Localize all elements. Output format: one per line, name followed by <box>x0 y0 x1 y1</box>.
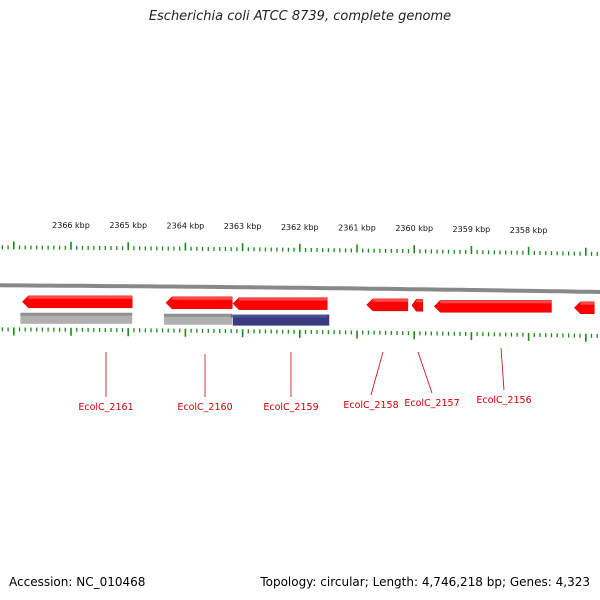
genome-stats: Topology: circular; Length: 4,746,218 bp… <box>260 575 590 589</box>
gene-highlight <box>416 299 423 303</box>
blue-feature-bar <box>232 314 330 326</box>
gene-highlight <box>28 295 133 299</box>
tick-label: 2366 kbp <box>52 221 90 230</box>
gene-labels: EcolC_2161 EcolC_2160 EcolC_2159 EcolC_2158… <box>78 347 532 413</box>
genes-value: 4,323 <box>555 575 590 589</box>
feature-edge <box>20 312 133 316</box>
grey-feature-bar <box>20 312 133 324</box>
accession-info: Accession: NC_010468 <box>9 575 145 589</box>
scale-tick-labels: 2366 kbp 2365 kbp 2364 kbp 2363 kbp 2362 kbp… <box>52 221 547 235</box>
gene-label: EcolC_2158 <box>343 400 398 411</box>
outer-scale-ticks <box>1 241 598 256</box>
gene-label-leader <box>500 347 505 391</box>
accession-label: Accession: <box>9 575 73 589</box>
gene-highlight <box>440 300 552 304</box>
feature-edge <box>230 314 328 318</box>
inner-scale-ticks <box>1 327 598 342</box>
tick-label: 2363 kbp <box>224 222 262 231</box>
gene-label: EcolC_2156 <box>476 395 531 406</box>
tick-label: 2360 kbp <box>395 224 433 233</box>
length-label: Length: <box>372 575 419 589</box>
grey-feature-bar <box>163 313 233 325</box>
gene-highlight <box>372 298 408 302</box>
gene-label-leader <box>370 351 384 396</box>
gene-track <box>22 295 595 314</box>
genome-backbone <box>0 283 600 294</box>
gene-highlight <box>171 296 233 300</box>
tick-label: 2364 kbp <box>167 222 205 231</box>
tick-label: 2365 kbp <box>109 221 147 230</box>
tick-label: 2359 kbp <box>453 225 491 234</box>
gene-label: EcolC_2160 <box>177 402 232 413</box>
tick-label: 2361 kbp <box>338 223 376 232</box>
topology-value: circular <box>320 575 365 589</box>
length-value: 4,746,218 bp <box>421 575 502 589</box>
gene-label: EcolC_2161 <box>78 402 133 413</box>
genes-label: Genes: <box>509 575 552 589</box>
accession-value: NC_010468 <box>76 575 146 589</box>
tick-label: 2358 kbp <box>510 226 548 235</box>
gene-label-leader <box>417 351 433 394</box>
genome-title: Escherichia coli ATCC 8739, complete gen… <box>148 9 452 24</box>
feature-track <box>20 312 330 326</box>
gene-label: EcolC_2159 <box>263 402 318 413</box>
feature-edge <box>163 313 233 317</box>
gene-highlight <box>580 301 595 305</box>
topology-label: Topology: <box>260 575 317 589</box>
gene-highlight <box>238 297 328 301</box>
gene-label: EcolC_2157 <box>404 398 459 409</box>
tick-label: 2362 kbp <box>281 223 319 232</box>
